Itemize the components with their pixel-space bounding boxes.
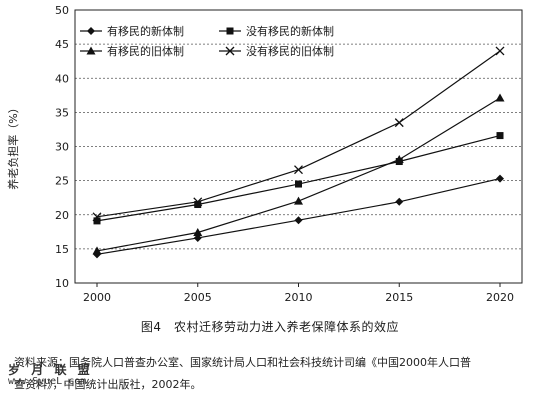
x-tick-label-2005: 2005 [184,291,212,304]
y-tick-label-10: 10 [55,277,69,290]
legend-label-2: 没有移民的新体制 [246,24,334,38]
series-2-point-2005 [194,201,202,209]
legend-label-4: 没有移民的旧体制 [246,44,334,58]
chart-grid [75,43,522,250]
figure-caption: 图4 农村迁移劳动力进入养老保障体系的效应 [140,320,400,334]
series-4-point-2005 [193,197,203,207]
watermark-title: 岁 月 联 盟 [8,363,92,377]
y-tick-label-30: 30 [55,141,69,154]
series-1-point-2010 [294,216,303,225]
x-tick-label-2015: 2015 [385,291,413,304]
chart-series [92,46,505,259]
legend-marker-3 [86,46,96,55]
x-tick-label-2020: 2020 [486,291,514,304]
series-3-point-2005 [193,227,203,236]
series-2-point-2020 [496,132,504,140]
x-tick-label-2010: 2010 [285,291,313,304]
legend-item-1: 有移民的新体制 [80,24,184,38]
watermark-url: www.SyueL.com [8,376,87,387]
series-3 [92,93,505,255]
y-tick-label-40: 40 [55,72,69,85]
series-3-point-2000 [92,246,102,255]
y-tick-label-50: 50 [55,4,69,17]
series-4 [92,46,505,222]
y-tick-labels: 10 15 20 25 30 35 40 45 50 [55,4,69,290]
series-3-line [96,97,501,252]
y-tick-label-45: 45 [55,38,69,51]
y-tick-label-35: 35 [55,106,69,119]
series-2-point-2010 [295,180,302,188]
legend-item-2: 没有移民的新体制 [219,24,334,38]
y-tick-label-25: 25 [55,175,69,188]
legend-marker-4 [225,46,235,56]
legend-marker-1 [87,27,95,35]
series-3-point-2020 [495,93,505,102]
corner-watermark: 岁 月 联 盟 www.SyueL.com [8,364,92,388]
legend-marker-2 [226,27,234,35]
series-1-point-2020 [496,174,504,183]
source-line-1: 资料来源：国务院人口普查办公室、国家统计局人口和社会科技统计司编《中国2000年… [14,356,471,369]
series-1-point-2015 [395,197,404,206]
y-tick-label-20: 20 [55,209,69,222]
series-3-point-2010 [294,196,303,205]
series-4-point-2020 [495,46,505,56]
series-3-point-2015 [394,154,404,163]
legend-item-3: 有移民的旧体制 [80,44,184,58]
series-2-point-2000 [93,217,101,225]
y-axis-label: 养老负担率（%） [6,102,20,189]
x-tick-label-2000: 2000 [83,291,111,304]
legend-item-4: 没有移民的旧体制 [219,44,334,58]
series-4-point-2015 [394,118,404,128]
series-4-point-2010 [294,165,303,175]
x-tick-labels: 2000 2005 2010 2015 2020 [83,283,514,304]
y-tick-label-15: 15 [55,243,69,256]
series-2 [93,132,504,225]
source-line-2: 查资料》，中国统计出版社，2002年。 [14,378,202,391]
source-note: 资料来源：国务院人口普查办公室、国家统计局人口和社会科技统计司编《中国2000年… [14,352,534,396]
series-4-point-2000 [92,212,102,222]
legend-label-3: 有移民的旧体制 [107,44,184,58]
legend-label-1: 有移民的新体制 [107,24,184,38]
